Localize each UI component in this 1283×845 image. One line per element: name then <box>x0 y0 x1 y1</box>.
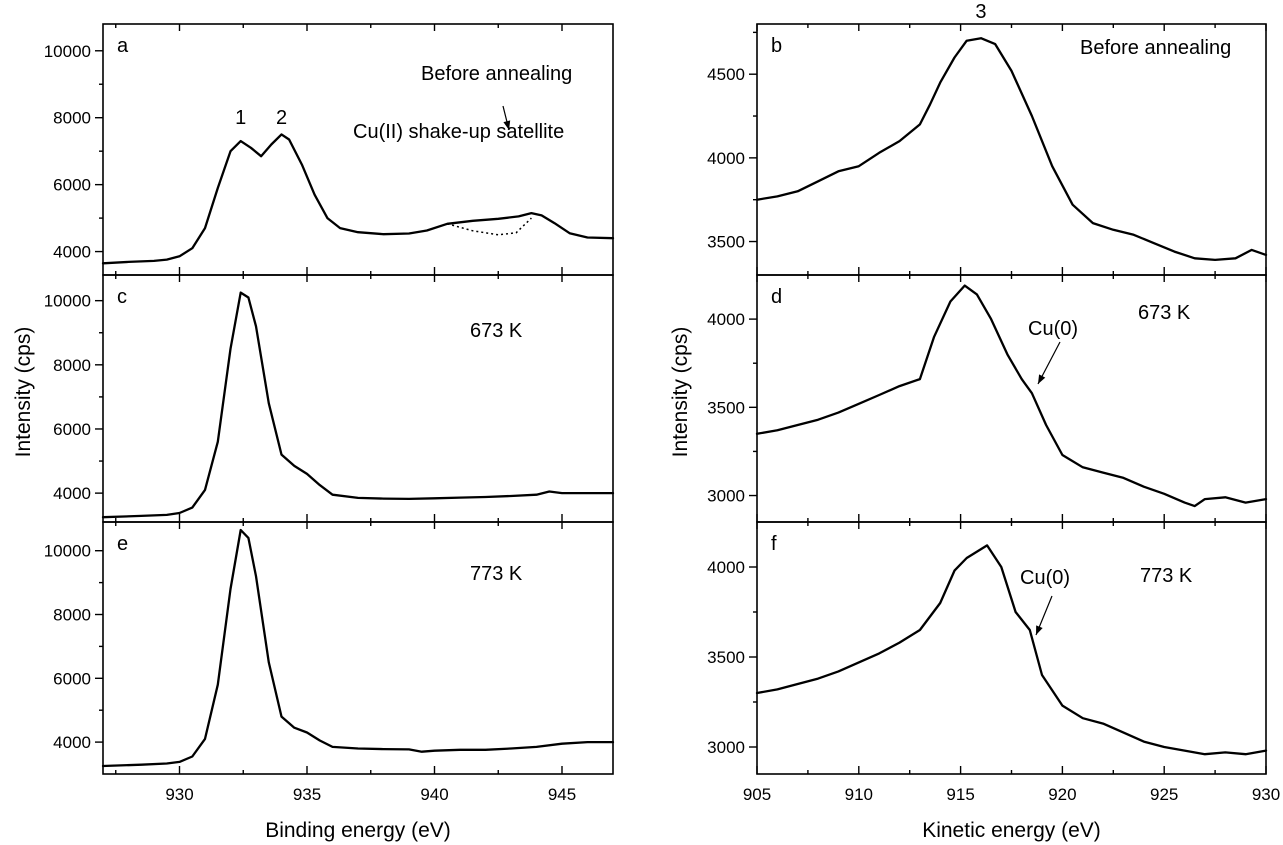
annotation-label: Before annealing <box>1080 37 1231 59</box>
annotation-label: 673 K <box>1138 302 1191 324</box>
y-tick-label: 4000 <box>707 558 745 577</box>
plot-frame <box>102 521 614 775</box>
spectrum-line <box>755 284 1268 508</box>
y-tick-label: 8000 <box>53 606 91 625</box>
annotation-label: Cu(0) <box>1028 318 1078 340</box>
y-tick-label: 3500 <box>707 233 745 252</box>
spectrum-line <box>101 291 615 519</box>
panel-letter: c <box>117 286 127 308</box>
peak-label: 1 <box>235 107 246 129</box>
panel-letter: f <box>771 533 777 555</box>
y-tick-label: 10000 <box>44 292 91 311</box>
x-tick-label: 920 <box>1048 785 1076 804</box>
plot-frame <box>102 23 614 276</box>
annotation-label: Before annealing <box>421 63 572 85</box>
x-tick-label: 910 <box>845 785 873 804</box>
arrow-head <box>1036 625 1043 635</box>
y-tick-label: 6000 <box>53 176 91 195</box>
plot-frame <box>102 274 614 523</box>
panel-d: 3000 3500 4000 d 673 K Cu(0) <box>707 274 1268 523</box>
spectrum-line <box>755 544 1268 756</box>
panel-a: 4000 6000 8000 10000 a Before annealing Cu(II)… <box>44 23 615 276</box>
panel-letter: e <box>117 533 128 555</box>
panel-f: 905 910 915 920 925 930 3000 3500 4000 f 773 K Cu(0… <box>707 521 1280 842</box>
panel-b: 3500 4000 4500 b Before annealing 3 <box>707 1 1268 276</box>
y-tick-label: 8000 <box>53 356 91 375</box>
annotation-label: Cu(II) shake-up satellite <box>353 121 564 143</box>
x-tick-label: 930 <box>1252 785 1280 804</box>
panel-letter: a <box>117 35 129 57</box>
annotation-label: 673 K <box>470 320 523 342</box>
panel-c: 4000 6000 8000 10000 c 673 K <box>44 274 615 523</box>
plot-frame <box>756 521 1267 775</box>
y-tick-label: 3500 <box>707 648 745 667</box>
y-tick-label: 4000 <box>707 310 745 329</box>
panels-group: 4000 6000 8000 10000 a Before annealing Cu(II)… <box>44 1 1280 842</box>
y-tick-label: 3000 <box>707 738 745 757</box>
y-tick-label: 10000 <box>44 542 91 561</box>
y-tick-label: 4000 <box>53 243 91 262</box>
x-tick-label: 925 <box>1150 785 1178 804</box>
y-axis-title-right: Intensity (cps) <box>669 327 692 458</box>
y-tick-label: 4000 <box>707 149 745 168</box>
y-tick-label: 4000 <box>53 484 91 503</box>
y-tick-label: 4500 <box>707 65 745 84</box>
spectrum-line <box>101 133 615 265</box>
annotation-label: 773 K <box>1140 565 1193 587</box>
plot-frame <box>756 23 1267 276</box>
y-tick-label: 6000 <box>53 420 91 439</box>
x-tick-label: 935 <box>293 785 321 804</box>
x-tick-label: 930 <box>165 785 193 804</box>
x-tick-label: 940 <box>420 785 448 804</box>
y-tick-label: 3000 <box>707 487 745 506</box>
x-axis-title: Kinetic energy (eV) <box>922 819 1101 842</box>
peak-label: 2 <box>276 107 287 129</box>
spectrum-line <box>755 37 1268 262</box>
y-tick-label: 6000 <box>53 669 91 688</box>
y-tick-label: 8000 <box>53 109 91 128</box>
panel-e: 930 935 940 945 4000 6000 8000 10000 e 773 K Bindi… <box>44 521 615 842</box>
arrow-head <box>503 120 511 130</box>
spectrum-line <box>101 528 615 768</box>
x-tick-label: 915 <box>946 785 974 804</box>
y-axis-title-left: Intensity (cps) <box>12 327 35 458</box>
annotation-label: 773 K <box>470 563 523 585</box>
y-tick-label: 10000 <box>44 42 91 61</box>
x-axis-title: Binding energy (eV) <box>265 819 451 842</box>
y-tick-label: 4000 <box>53 733 91 752</box>
panel-letter: b <box>771 35 782 57</box>
x-tick-label: 945 <box>548 785 576 804</box>
y-tick-label: 3500 <box>707 398 745 417</box>
peak-label: 3 <box>975 1 986 23</box>
annotation-label: Cu(0) <box>1020 567 1070 589</box>
arrow-head <box>1038 374 1046 384</box>
panel-letter: d <box>771 286 782 308</box>
x-tick-label: 905 <box>743 785 771 804</box>
